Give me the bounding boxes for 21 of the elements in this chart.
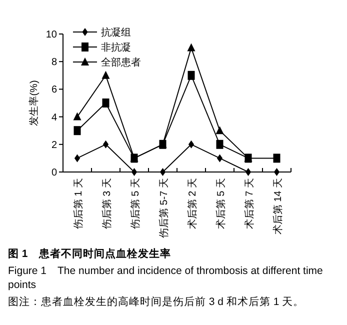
text: 图注：患者血栓发生的高峰时间是伤后前 3 d 和术后第 1 天。 <box>8 295 306 309</box>
x-tick-label: 术后第 5 天 <box>214 178 227 230</box>
y-axis-title: 发生率(%) <box>28 80 40 126</box>
y-tick-label: 6 <box>51 84 58 96</box>
x-tick-label: 术后第 14 天 <box>272 178 284 235</box>
x-tick-label: 伤后第 3 天 <box>100 178 113 230</box>
legend-label: 非抗凝 <box>101 42 131 54</box>
y-tick-label: 4 <box>51 112 58 124</box>
x-tick-label: 术后第 2 天 <box>186 178 198 230</box>
x-tick-label: 伤后第 1 天 <box>72 178 84 230</box>
caption: Figure 1 The number and incidence of thrombosis at different time points <box>8 264 324 292</box>
text: 图 1 患者不同时间点血栓发生率 <box>8 247 172 261</box>
y-tick-label: 10 <box>46 30 58 40</box>
x-tick-label: 伤后第 5-7 天 <box>158 178 170 238</box>
y-tick-label: 2 <box>51 140 58 151</box>
legend-label: 全部患者 <box>101 56 141 68</box>
x-tick-label: 术后第 7 天 <box>243 178 256 230</box>
x-tick-label: 伤后第 5 天 <box>129 178 142 230</box>
y-tick-label: 0 <box>51 168 58 178</box>
y-tick-label: 8 <box>51 57 58 68</box>
legend-label: 抗凝组 <box>101 26 131 38</box>
